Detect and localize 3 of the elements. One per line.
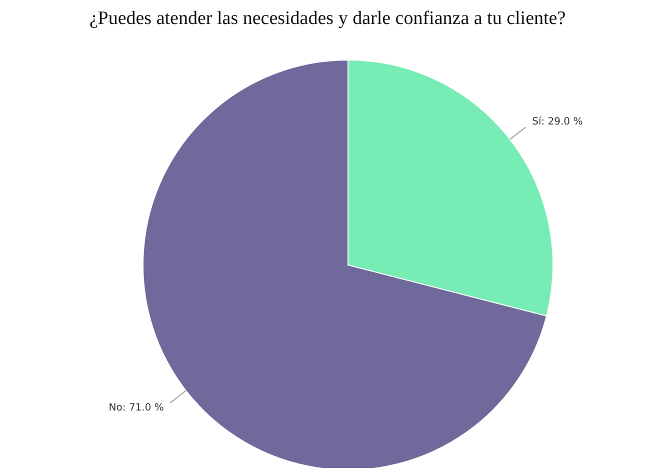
slice-label: No: 71.0 % [108,402,164,414]
chart-title: ¿Puedes atender las necesidades y darle confianza a tu cliente? [88,8,567,30]
slice-label: Sí: 29.0 % [532,116,583,128]
